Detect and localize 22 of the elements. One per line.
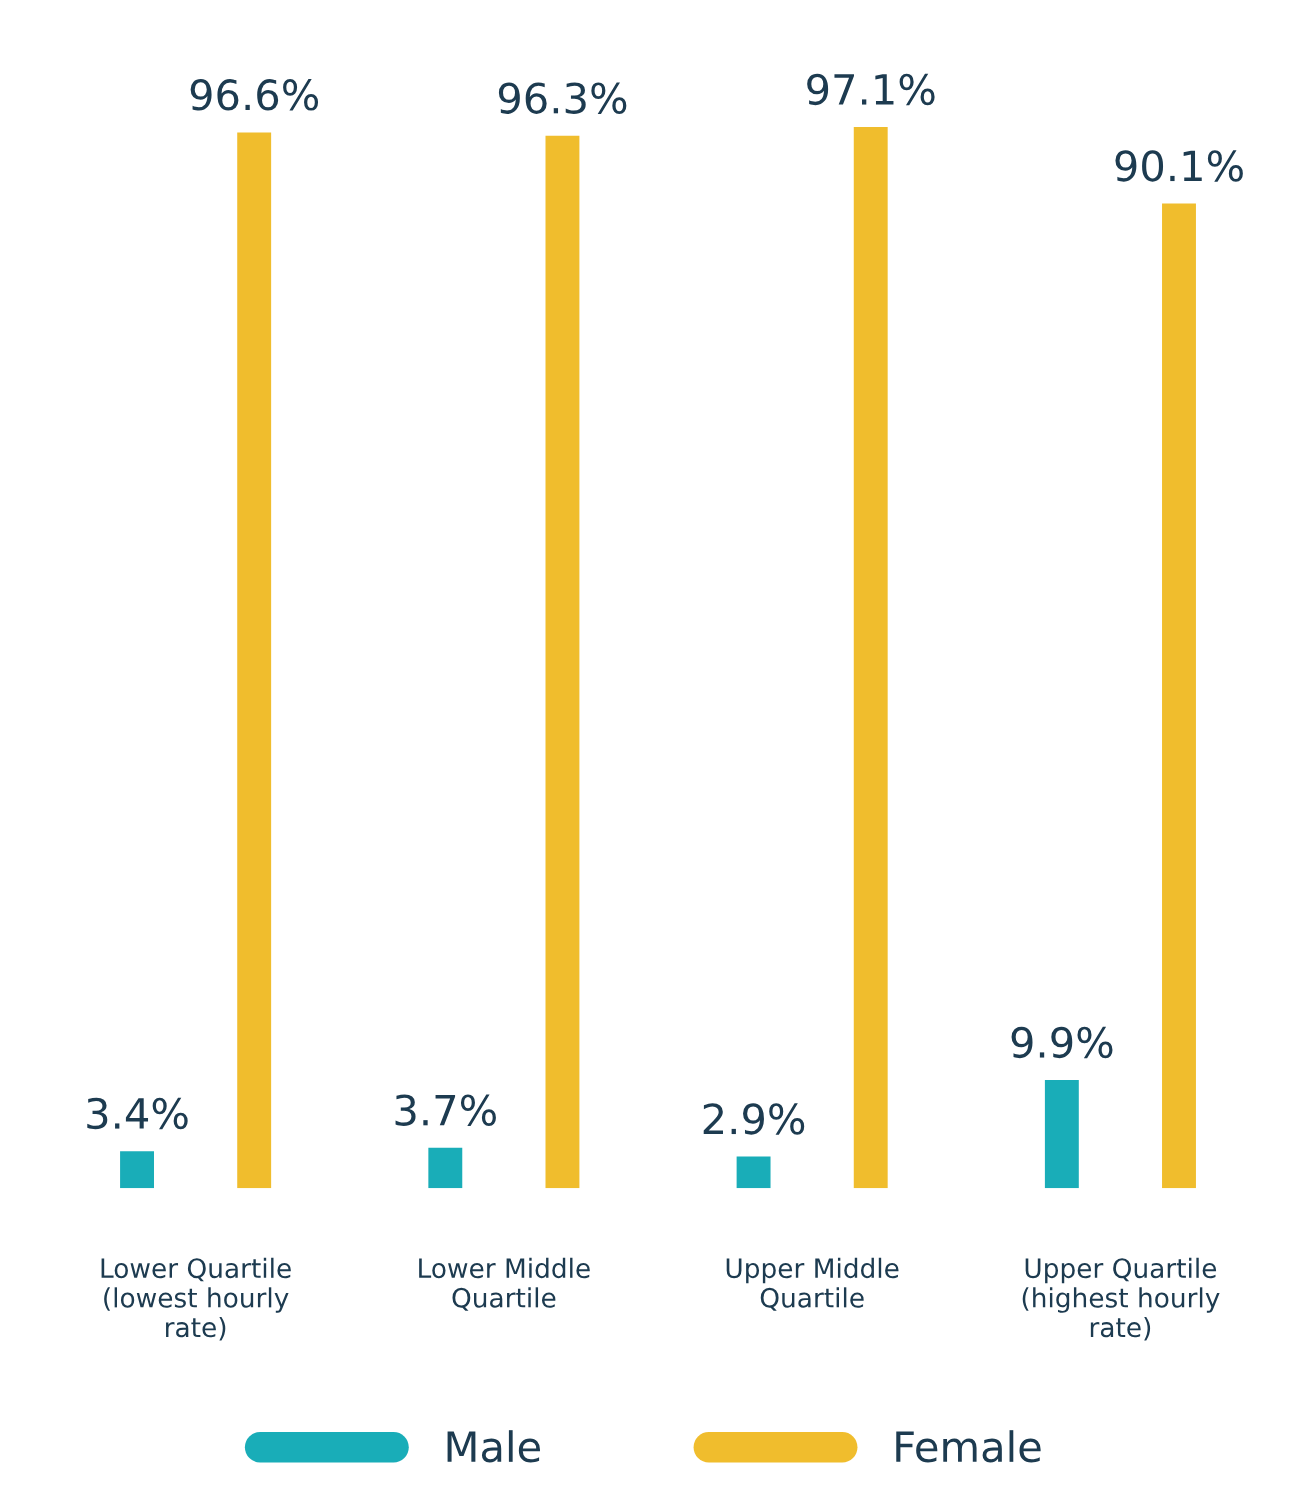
data-label: 97.1% (807, 73, 935, 106)
bar (736, 1156, 771, 1189)
data-label: 90.1% (1115, 150, 1243, 182)
bar (428, 1147, 463, 1189)
data-label: 2.9% (703, 1103, 805, 1135)
bar (237, 132, 272, 1189)
legend-label: Female (896, 1430, 1041, 1463)
legend-label: Male (447, 1430, 540, 1463)
bar (545, 135, 580, 1189)
data-label: 9.9% (1011, 1026, 1113, 1059)
bar (120, 1151, 154, 1189)
x-tick-label: Upper Middle Quartile (726, 1257, 899, 1311)
data-label: 96.3% (498, 82, 627, 114)
x-tick-label: Lower Middle Quartile (419, 1257, 590, 1311)
bar (1162, 203, 1196, 1189)
bar (1044, 1080, 1079, 1189)
x-tick-label: Upper Quartile (highest hourly rate) (1022, 1257, 1220, 1341)
bar (853, 127, 888, 1189)
data-label: 96.6% (190, 79, 319, 111)
data-label: 3.7% (395, 1094, 496, 1126)
x-tick-label: Lower Quartile (lowest hourly rate) (101, 1257, 291, 1341)
data-label: 3.4% (87, 1097, 188, 1130)
